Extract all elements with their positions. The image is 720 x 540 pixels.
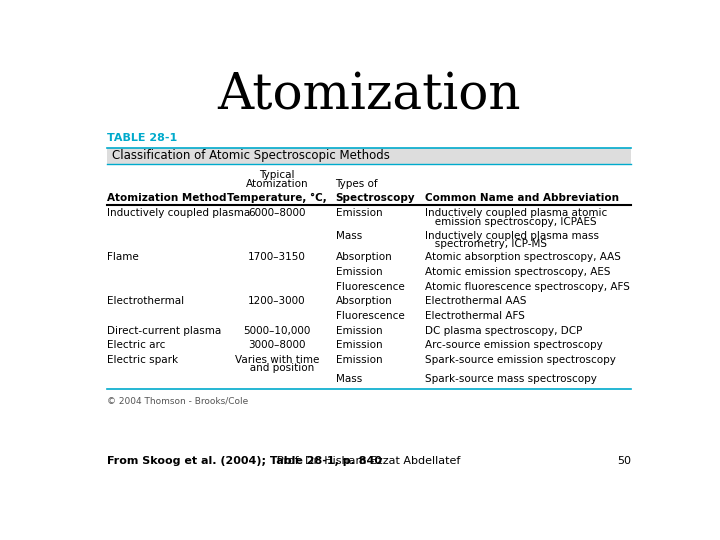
Text: Spectroscopy: Spectroscopy [336,193,415,203]
Text: Flame: Flame [107,252,138,262]
Text: Inductively coupled plasma atomic: Inductively coupled plasma atomic [425,208,607,218]
Text: spectrometry, ICP-MS: spectrometry, ICP-MS [425,239,546,249]
Text: Emission: Emission [336,355,382,365]
Text: Atomization: Atomization [217,71,521,121]
Text: 6000–8000: 6000–8000 [248,208,306,218]
Text: Common Name and Abbreviation: Common Name and Abbreviation [425,193,618,203]
Text: Spark-source mass spectroscopy: Spark-source mass spectroscopy [425,374,597,384]
Text: 1200–3000: 1200–3000 [248,296,306,306]
Text: Inductively coupled plasma mass: Inductively coupled plasma mass [425,231,599,241]
Text: Varies with time: Varies with time [235,355,319,365]
Text: Direct-current plasma: Direct-current plasma [107,326,221,335]
Text: Atomization: Atomization [246,179,308,188]
Text: TABLE 28-1: TABLE 28-1 [107,133,177,143]
Text: Absorption: Absorption [336,252,392,262]
Text: Emission: Emission [336,267,382,277]
Text: 5000–10,000: 5000–10,000 [243,326,310,335]
Text: Typical: Typical [259,170,294,180]
Text: Types of: Types of [336,179,378,188]
Text: Atomic absorption spectroscopy, AAS: Atomic absorption spectroscopy, AAS [425,252,621,262]
Text: Electrothermal: Electrothermal [107,296,184,306]
Text: Arc-source emission spectroscopy: Arc-source emission spectroscopy [425,340,603,350]
Text: DC plasma spectroscopy, DCP: DC plasma spectroscopy, DCP [425,326,582,335]
Text: Emission: Emission [336,208,382,218]
Text: Atomization Method: Atomization Method [107,193,226,203]
Text: From Skoog et al. (2004); Table 28-1, p. 840: From Skoog et al. (2004); Table 28-1, p.… [107,456,382,466]
Text: Spark-source emission spectroscopy: Spark-source emission spectroscopy [425,355,616,365]
Text: 50: 50 [617,456,631,466]
Text: Emission: Emission [336,340,382,350]
Text: Atomic emission spectroscopy, AES: Atomic emission spectroscopy, AES [425,267,611,277]
Text: Mass: Mass [336,374,361,384]
Text: 3000–8000: 3000–8000 [248,340,306,350]
Text: emission spectroscopy, ICPAES: emission spectroscopy, ICPAES [425,217,596,227]
Text: Absorption: Absorption [336,296,392,306]
Text: Classification of Atomic Spectroscopic Methods: Classification of Atomic Spectroscopic M… [112,150,390,163]
Text: 1700–3150: 1700–3150 [248,252,306,262]
Text: Atomic fluorescence spectroscopy, AFS: Atomic fluorescence spectroscopy, AFS [425,281,630,292]
Text: Inductively coupled plasma: Inductively coupled plasma [107,208,250,218]
Bar [107,148,631,164]
Text: Electrothermal AAS: Electrothermal AAS [425,296,526,306]
Text: Electrothermal AFS: Electrothermal AFS [425,311,525,321]
Text: Fluorescence: Fluorescence [336,311,404,321]
Text: Emission: Emission [336,326,382,335]
Text: Prof. Dr. Hisham Ezzat Abdellatef: Prof. Dr. Hisham Ezzat Abdellatef [277,456,461,466]
Text: and position: and position [240,363,314,373]
Text: Temperature, °C,: Temperature, °C, [227,193,327,203]
Text: Electric arc: Electric arc [107,340,165,350]
Text: Electric spark: Electric spark [107,355,178,365]
Text: © 2004 Thomson - Brooks/Cole: © 2004 Thomson - Brooks/Cole [107,396,248,405]
Text: Mass: Mass [336,231,361,241]
Text: Fluorescence: Fluorescence [336,281,404,292]
